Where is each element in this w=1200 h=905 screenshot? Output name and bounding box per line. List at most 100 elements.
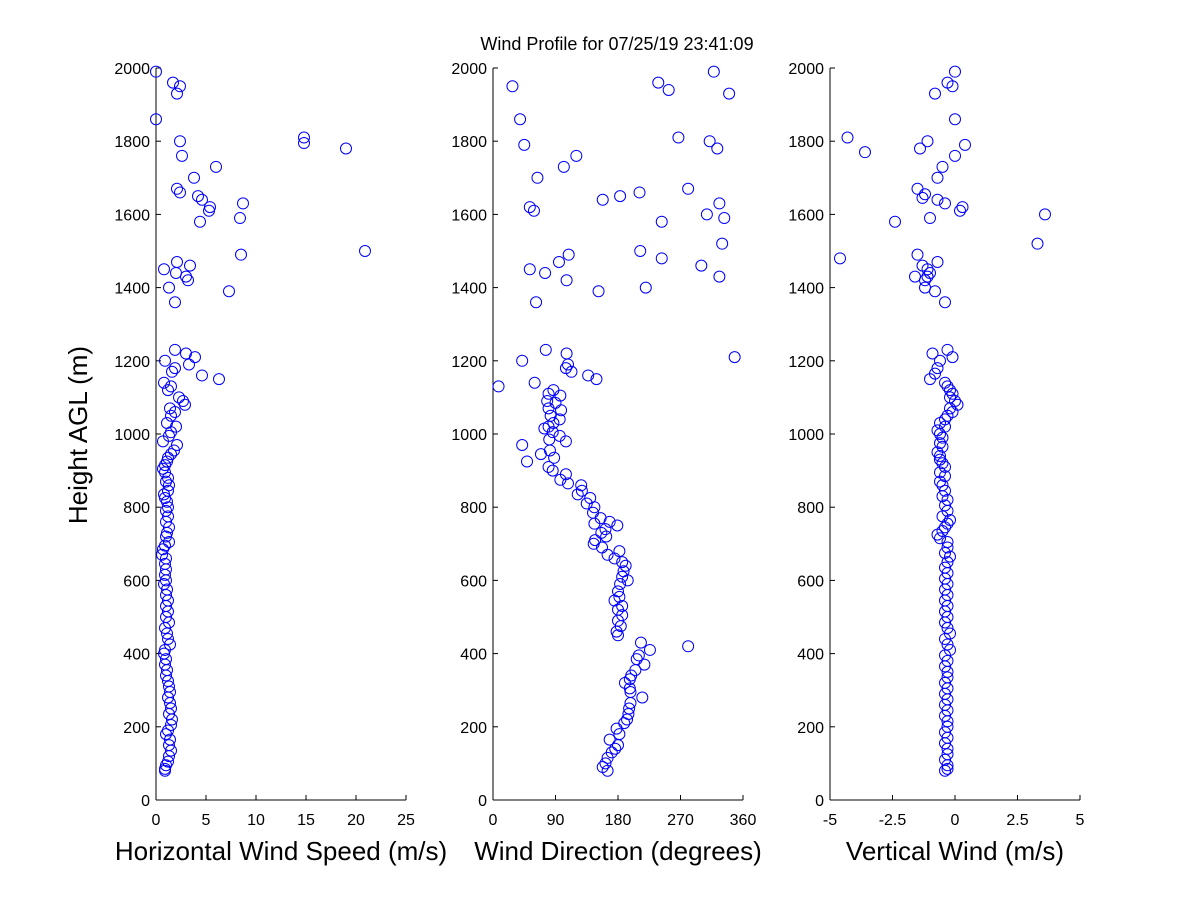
data-point bbox=[538, 422, 551, 435]
data-point bbox=[530, 296, 543, 309]
data-point bbox=[939, 296, 951, 309]
data-point bbox=[723, 87, 736, 100]
data-point bbox=[194, 215, 206, 228]
data-point bbox=[596, 761, 609, 774]
panel-3: 0 200 400 600 800 1000 1200 1400 1600 1800 2000 -5 -… bbox=[788, 61, 1084, 866]
x-tick-label: 0 bbox=[951, 812, 960, 829]
x-tick-label: 0 bbox=[489, 812, 498, 829]
data-point bbox=[618, 717, 631, 730]
data-point bbox=[941, 762, 954, 775]
data-point bbox=[700, 208, 713, 221]
data-point bbox=[941, 517, 954, 530]
data-point bbox=[921, 135, 934, 148]
y-tick-label: 600 bbox=[797, 573, 824, 590]
data-point bbox=[506, 80, 519, 93]
data-point bbox=[171, 87, 183, 100]
x-tick-label: 25 bbox=[397, 812, 415, 829]
data-point bbox=[162, 451, 174, 464]
x-axis-label: Horizontal Wind Speed (m/s) bbox=[115, 836, 447, 866]
data-point bbox=[600, 530, 613, 543]
y-tick-label: 800 bbox=[460, 500, 487, 517]
chart-title: Wind Profile for 07/25/19 23:41:09 bbox=[480, 34, 753, 54]
data-point bbox=[939, 709, 951, 722]
data-point bbox=[542, 387, 555, 400]
data-point bbox=[610, 722, 623, 735]
y-tick-label: 1800 bbox=[114, 134, 150, 151]
data-point bbox=[539, 343, 552, 356]
data-point bbox=[542, 460, 555, 473]
data-point bbox=[941, 343, 954, 356]
data-point bbox=[174, 80, 186, 93]
y-tick-label: 1200 bbox=[114, 354, 150, 371]
data-point bbox=[929, 285, 941, 298]
data-point bbox=[612, 629, 624, 642]
y-tick-label: 2000 bbox=[788, 61, 824, 78]
data-point bbox=[924, 212, 936, 225]
y-axis-label: Height AGL (m) bbox=[63, 346, 93, 524]
data-point bbox=[555, 404, 568, 417]
data-point bbox=[919, 274, 931, 287]
data-point bbox=[728, 351, 741, 364]
data-point bbox=[614, 190, 627, 203]
data-point bbox=[941, 621, 954, 634]
data-point bbox=[949, 65, 961, 78]
data-point bbox=[590, 373, 603, 386]
y-tick-label: 200 bbox=[797, 720, 824, 737]
data-points bbox=[834, 65, 1051, 777]
data-point bbox=[174, 135, 186, 148]
data-point bbox=[562, 248, 575, 261]
data-point bbox=[163, 281, 175, 294]
data-point bbox=[192, 190, 204, 203]
data-point bbox=[554, 473, 567, 486]
y-tick-label: 1200 bbox=[451, 354, 487, 371]
data-point bbox=[157, 543, 169, 556]
data-point bbox=[949, 149, 961, 162]
x-tick-label: 90 bbox=[547, 812, 565, 829]
data-point bbox=[159, 621, 171, 634]
data-point bbox=[931, 171, 944, 184]
data-point bbox=[655, 215, 668, 228]
data-point bbox=[166, 365, 178, 378]
x-tick-label: 0 bbox=[152, 812, 161, 829]
data-point bbox=[557, 160, 570, 173]
data-point bbox=[926, 347, 939, 360]
y-tick-label: 1800 bbox=[451, 134, 487, 151]
data-point bbox=[621, 574, 634, 587]
data-point bbox=[179, 398, 191, 411]
y-tick-label: 1000 bbox=[788, 427, 824, 444]
data-point bbox=[944, 384, 956, 397]
data-point bbox=[718, 212, 731, 225]
data-point bbox=[834, 252, 846, 265]
data-point bbox=[163, 521, 175, 534]
data-point bbox=[565, 365, 578, 378]
data-point bbox=[237, 197, 249, 210]
data-point bbox=[213, 373, 225, 386]
y-tick-label: 1400 bbox=[788, 281, 824, 298]
x-tick-label: 20 bbox=[347, 812, 365, 829]
data-point bbox=[643, 643, 656, 656]
data-point bbox=[161, 495, 173, 508]
data-point bbox=[603, 733, 616, 746]
data-point bbox=[162, 691, 174, 704]
y-tick-label: 1200 bbox=[788, 354, 824, 371]
data-point bbox=[518, 138, 531, 151]
data-point bbox=[941, 535, 954, 548]
x-axis-label: Vertical Wind (m/s) bbox=[846, 836, 1064, 866]
data-point bbox=[559, 435, 572, 448]
data-point bbox=[954, 204, 966, 217]
x-tick-label: 10 bbox=[247, 812, 265, 829]
data-point bbox=[165, 409, 177, 422]
data-point bbox=[636, 691, 649, 704]
data-point bbox=[203, 204, 215, 217]
data-point bbox=[931, 362, 944, 375]
data-point bbox=[534, 448, 547, 461]
y-tick-label: 1400 bbox=[451, 281, 487, 298]
data-point bbox=[588, 501, 601, 514]
data-point bbox=[655, 252, 668, 265]
data-point bbox=[163, 535, 175, 548]
data-point bbox=[340, 142, 352, 155]
data-point bbox=[941, 715, 954, 728]
data-point bbox=[160, 669, 172, 682]
